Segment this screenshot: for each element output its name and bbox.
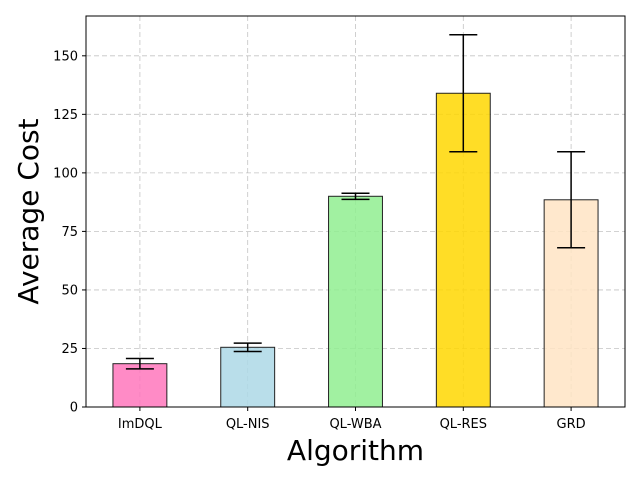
- y-tick-label: 0: [70, 401, 78, 416]
- x-axis-title: Algorithm: [287, 434, 424, 467]
- y-tick-label: 75: [61, 225, 78, 240]
- y-tick-label: 150: [53, 49, 78, 64]
- x-tick-label: GRD: [557, 417, 586, 432]
- x-tick-label: QL-WBA: [329, 417, 381, 432]
- error-bars: [125, 33, 586, 370]
- x-tick-label: QL-RES: [440, 417, 487, 432]
- error-bar-grd: [557, 151, 586, 249]
- bar-imdql: [112, 363, 168, 408]
- bar-ql-wba: [328, 195, 383, 408]
- error-bar-ql-wba: [341, 192, 370, 201]
- x-axis-ticks: ImDQL QL-NIS QL-WBA QL-RES GRD: [118, 407, 586, 432]
- y-tick-label: 50: [61, 283, 78, 298]
- error-bar-ql-nis: [233, 342, 262, 353]
- y-tick-label: 125: [53, 108, 78, 123]
- x-tick-label: ImDQL: [118, 417, 163, 432]
- error-bar-ql-res: [449, 33, 478, 153]
- bars: [112, 92, 599, 408]
- error-bar-imdql: [125, 357, 154, 370]
- y-tick-label: 100: [53, 166, 78, 181]
- y-axis-title: Average Cost: [12, 118, 45, 304]
- y-tick-label: 25: [61, 342, 78, 357]
- bar-ql-nis: [220, 346, 276, 408]
- y-axis-ticks: 0 25 50 75 100 125 150: [53, 49, 86, 416]
- x-tick-label: QL-NIS: [226, 417, 270, 432]
